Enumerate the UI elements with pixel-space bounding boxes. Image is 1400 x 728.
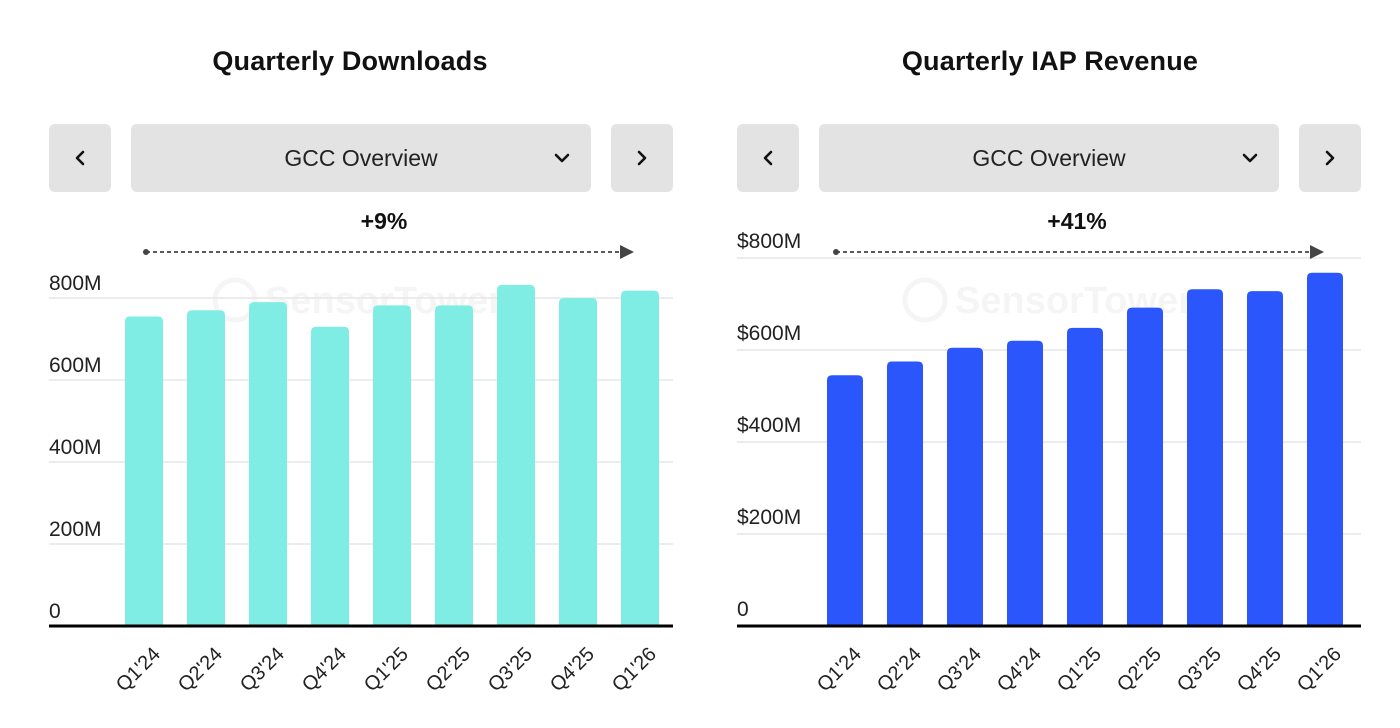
x-tick-label: Q4'24 [993,643,1046,696]
bar [187,310,225,626]
bar [887,361,923,626]
x-tick-label: Q4'24 [298,643,351,696]
prev-button[interactable] [737,124,799,192]
bar [827,375,863,626]
next-button[interactable] [611,124,673,192]
chart-title: Quarterly IAP Revenue [901,46,1199,76]
bar [1187,289,1223,626]
bar [621,290,659,626]
y-tick-label: $200M [737,506,801,529]
y-tick-label: 0 [49,600,61,623]
chevron-right-icon [637,150,647,166]
x-tick-label: Q3'25 [1173,643,1226,696]
x-tick-label: Q3'24 [933,643,986,696]
bar [497,284,535,626]
growth-label: +41% [1047,208,1106,234]
downloads-panel: Quarterly Downloads GCC Overview SensorT… [49,46,673,696]
next-button[interactable] [1299,124,1361,192]
x-tick-label: Q1'24 [112,643,165,696]
bar [125,316,163,626]
growth-label: +9% [361,208,408,234]
chart-title: Quarterly Downloads [212,46,488,76]
bar [1307,272,1343,626]
x-tick-label: Q2'24 [174,643,227,696]
bar [311,326,349,626]
x-tick-label: Q2'24 [873,643,926,696]
x-tick-label: Q3'24 [236,643,289,696]
y-tick-label: 800M [49,272,102,295]
bar [1067,327,1103,626]
growth-arrow [143,245,634,259]
bar [373,305,411,626]
x-tick-label: Q4'25 [1233,643,1286,696]
x-tick-label: Q2'25 [422,643,475,696]
watermark-logo: SensorTower [212,277,258,323]
y-tick-label: $400M [737,414,801,437]
chevron-left-icon [75,150,85,166]
dropdown-label: GCC Overview [284,144,438,171]
x-tick-label: Q4'25 [546,643,599,696]
dropdown-label: GCC Overview [972,144,1126,171]
y-tick-label: $600M [737,322,801,345]
growth-arrow [833,245,1324,259]
y-tick-label: 0 [737,598,749,621]
x-tick-label: Q1'25 [1053,643,1106,696]
chevron-down-icon [1242,153,1258,163]
bar [1127,307,1163,626]
x-tick-label: Q1'25 [360,643,413,696]
bar [947,347,983,626]
x-tick-label: Q2'25 [1113,643,1166,696]
y-tick-label: 200M [49,518,102,541]
y-tick-label: $800M [737,230,801,253]
revenue-chart: SensorTower0$200M$400M$600M$800MQ1'24Q2'… [737,208,1361,696]
chevron-down-icon [554,153,570,163]
region-dropdown[interactable]: GCC Overview [819,124,1279,192]
region-dropdown[interactable]: GCC Overview [131,124,591,192]
x-tick-label: Q3'25 [484,643,537,696]
revenue-panel: Quarterly IAP Revenue GCC Overview Senso… [700,0,1400,728]
prev-button[interactable] [49,124,111,192]
bar [249,302,287,626]
watermark-logo: SensorTower [902,277,948,323]
x-tick-label: Q1'24 [813,643,866,696]
y-tick-label: 600M [49,354,102,377]
chevron-left-icon [763,150,773,166]
x-tick-label: Q1'26 [1293,643,1346,696]
bar [1007,340,1043,626]
downloads-chart: SensorTower0200M400M600M800MQ1'24Q2'24Q3… [49,208,673,696]
bar [435,305,473,626]
bar [559,298,597,626]
chevron-right-icon [1325,150,1335,166]
bar [1247,291,1283,626]
y-tick-label: 400M [49,436,102,459]
x-tick-label: Q1'26 [608,643,661,696]
